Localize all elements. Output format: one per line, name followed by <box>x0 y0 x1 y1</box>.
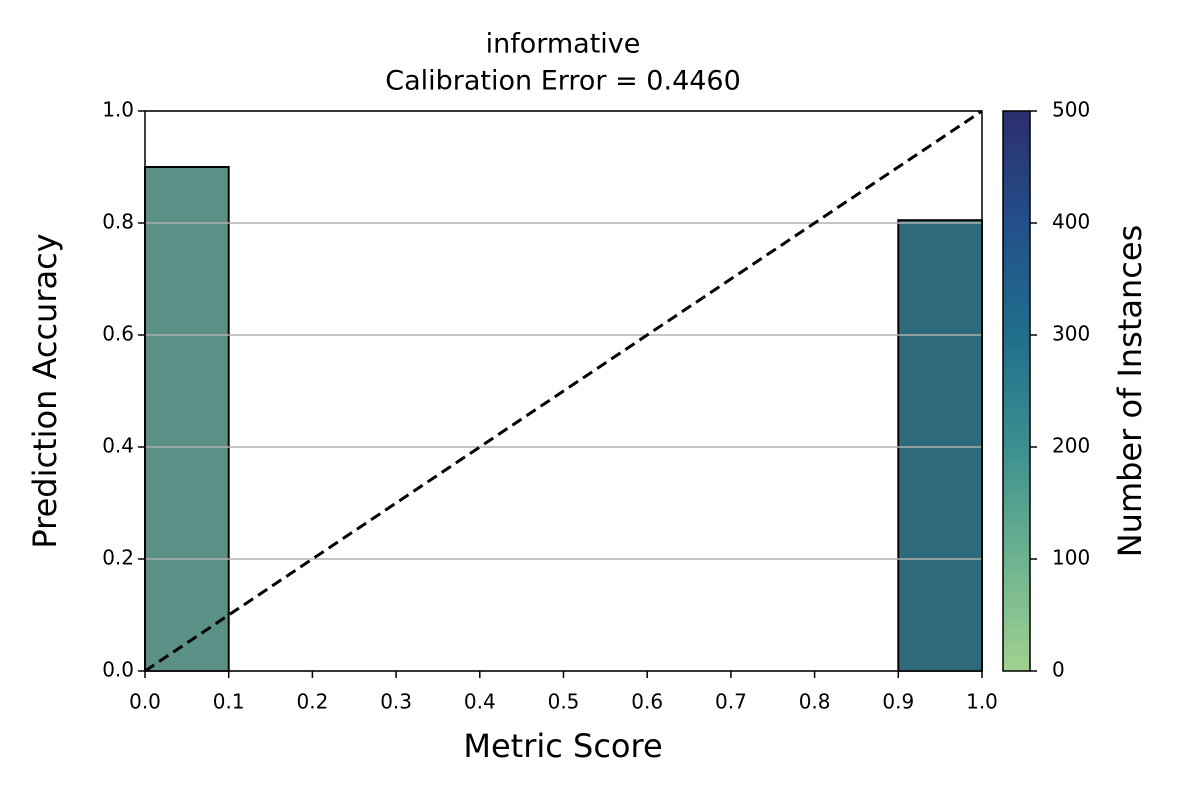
x-axis-label: Metric Score <box>463 727 662 765</box>
colorbar-tick-label: 100 <box>1052 546 1090 570</box>
x-tick-label: 0.8 <box>799 690 831 714</box>
colorbar-tick-label: 0 <box>1052 658 1065 682</box>
x-tick-label: 0.3 <box>380 690 412 714</box>
bar <box>144 166 230 672</box>
y-tick-label: 0.6 <box>102 322 134 346</box>
x-tick-label: 0.4 <box>464 690 496 714</box>
chart-title: informative <box>486 29 641 60</box>
colorbar-tick-label: 200 <box>1052 434 1090 458</box>
chart-subtitle: Calibration Error = 0.4460 <box>385 66 741 97</box>
x-tick-label: 0.0 <box>129 690 161 714</box>
x-tick-label: 0.1 <box>213 690 245 714</box>
y-axis-label: Prediction Accuracy <box>26 233 64 548</box>
plot-frame <box>144 110 983 672</box>
y-tick-label: 0.8 <box>102 210 134 234</box>
x-tick-label: 0.7 <box>715 690 747 714</box>
y-tick-label: 0.2 <box>102 546 134 570</box>
colorbar-tick-label: 400 <box>1052 210 1090 234</box>
colorbar-label: Number of Instances <box>1111 225 1149 558</box>
y-tick-label: 1.0 <box>102 98 134 122</box>
x-tick-label: 0.9 <box>882 690 914 714</box>
bar <box>897 219 983 672</box>
colorbar-tick-label: 300 <box>1052 322 1090 346</box>
x-tick-label: 1.0 <box>966 690 998 714</box>
colorbar-tick-label: 500 <box>1052 98 1090 122</box>
y-tick-label: 0.4 <box>102 434 134 458</box>
x-tick-label: 0.6 <box>631 690 663 714</box>
colorbar <box>1002 110 1031 672</box>
x-tick-label: 0.5 <box>548 690 580 714</box>
x-tick-label: 0.2 <box>296 690 328 714</box>
y-tick-label: 0.0 <box>102 658 134 682</box>
diagonal-reference <box>144 109 983 673</box>
